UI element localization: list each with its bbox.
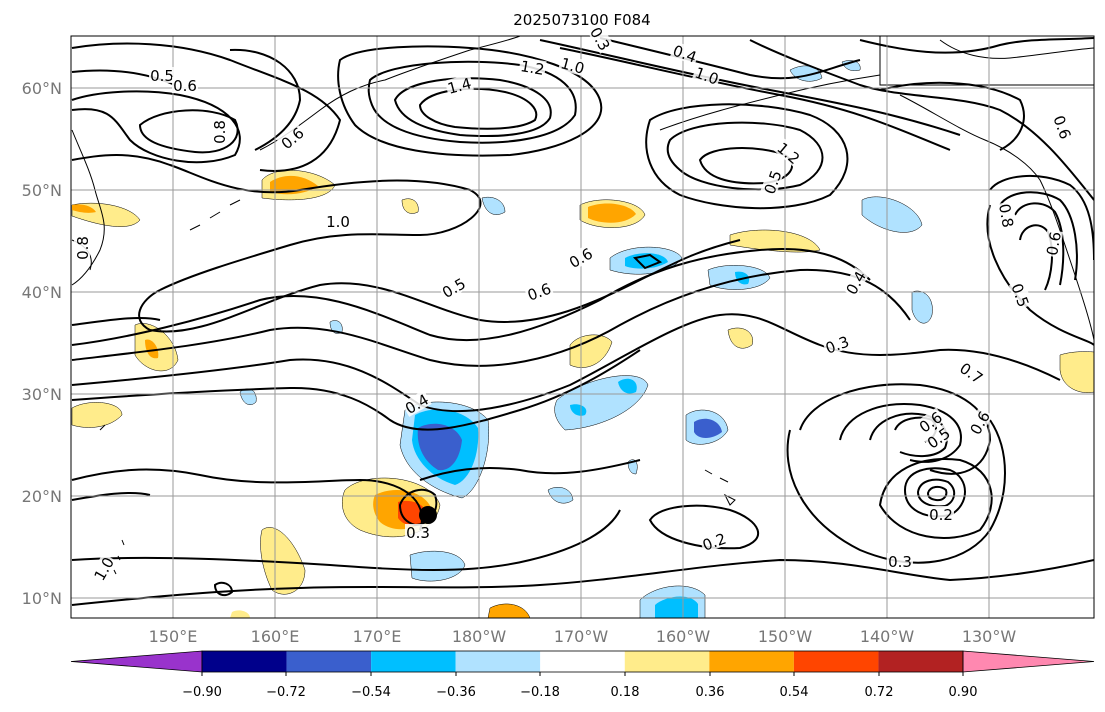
- svg-text:0.4: 0.4: [843, 268, 871, 298]
- colorbar-segment: [202, 651, 287, 672]
- svg-text:1.4: 1.4: [446, 74, 474, 98]
- colorbar-tick-label: −0.90: [182, 685, 222, 700]
- contour-label: 0.5: [1007, 280, 1033, 310]
- contour-label: 0.2: [699, 529, 729, 555]
- latitude-labels: 60°N 50°N 40°N 30°N 20°N 10°N: [22, 79, 62, 608]
- contour-label: 0.6: [1042, 229, 1065, 258]
- colorbar-segment: [540, 651, 625, 672]
- lat-label: 60°N: [22, 79, 62, 98]
- contour-label: 0.5: [438, 273, 469, 303]
- lon-label: 180°W: [452, 627, 507, 646]
- svg-text:1.0: 1.0: [559, 54, 587, 78]
- map-title: 2025073100 F084: [513, 11, 650, 29]
- svg-text:0.8: 0.8: [995, 202, 1017, 229]
- colorbar-tick-label: −0.36: [436, 685, 476, 700]
- colorbar-tick-label: 0.54: [780, 685, 809, 700]
- graticule: [71, 36, 1094, 618]
- lat-label: 40°N: [22, 283, 62, 302]
- lon-label: 150°E: [149, 627, 198, 646]
- colorbar-tick-label: 0.90: [949, 685, 978, 700]
- lon-label: 130°W: [962, 627, 1017, 646]
- lat-label: 50°N: [22, 181, 62, 200]
- contour-label: 0.3: [822, 332, 852, 358]
- colorbar-segment: [624, 651, 710, 672]
- svg-text:0.6: 0.6: [173, 77, 197, 95]
- map-frame: [70, 35, 1095, 619]
- colorbar: [70, 650, 1095, 673]
- contour-label: 1.0: [558, 54, 588, 78]
- lon-label: 150°W: [758, 627, 813, 646]
- colorbar-extend-max: [962, 650, 1095, 673]
- colorbar-extend-min: [70, 650, 203, 673]
- contour-label: 1.0: [325, 213, 351, 231]
- svg-text:0.5: 0.5: [150, 67, 174, 85]
- svg-text:0.8: 0.8: [74, 236, 92, 260]
- contour-label: 0.6: [276, 123, 308, 153]
- contour-label: 0.5: [149, 67, 175, 85]
- contour-label: 0.7: [956, 358, 987, 388]
- contour-label: 0.8: [211, 119, 229, 145]
- contour-label: 0.4: [670, 41, 700, 67]
- colorbar-segment: [878, 651, 963, 672]
- svg-text:0.7: 0.7: [956, 359, 986, 387]
- contour-lines: [71, 37, 1094, 606]
- contour-label: 0.5: [760, 167, 786, 197]
- contour-label: 0.4: [841, 267, 871, 298]
- colorbar-tick-label: −0.72: [266, 685, 306, 700]
- colorbar-segment: [709, 651, 794, 672]
- svg-text:1.0: 1.0: [326, 213, 350, 231]
- contour-label: 0.6: [172, 77, 198, 95]
- svg-text:1.2: 1.2: [519, 57, 546, 79]
- contour-label: 0.6: [565, 243, 596, 273]
- colorbar-segment: [286, 651, 372, 672]
- svg-text:0.6: 0.6: [1043, 230, 1065, 257]
- colorbar-tick-label: 0.36: [696, 685, 725, 700]
- colorbar-tick-labels: −0.90 −0.72 −0.54 −0.36 −0.18 0.18 0.36 0.54 0.7…: [182, 672, 977, 700]
- contour-label: 0.6: [524, 279, 554, 305]
- svg-text:0.2: 0.2: [929, 506, 953, 524]
- contour-label: 1.4: [444, 74, 474, 98]
- contour-label: 0.2: [928, 506, 954, 524]
- contour-label: 0.6: [1049, 112, 1075, 142]
- colorbar-tick-label: −0.54: [351, 685, 391, 700]
- colorbar-segment: [371, 651, 456, 672]
- lon-label: 140°W: [860, 627, 915, 646]
- svg-text:0.6: 0.6: [566, 245, 596, 273]
- lon-label: 170°E: [353, 627, 402, 646]
- storm-center-marker: [419, 506, 437, 524]
- colorbar-segment: [793, 651, 879, 672]
- svg-text:0.8: 0.8: [211, 120, 229, 144]
- longitude-labels: 150°E 160°E 170°E 180°W 170°W 160°W 150°W 140°W…: [149, 627, 1017, 646]
- svg-text:1.2: 1.2: [773, 139, 803, 168]
- colorbar-segment: [455, 651, 541, 672]
- svg-text:0.6: 0.6: [278, 124, 308, 153]
- contour-label: 0.3: [887, 553, 913, 571]
- coastlines: [71, 36, 1094, 575]
- contour-label: 0.3: [405, 524, 431, 542]
- svg-text:0.3: 0.3: [888, 553, 912, 571]
- contour-label: 0.8: [995, 201, 1018, 230]
- lat-label: 20°N: [22, 487, 62, 506]
- colorbar-tick-label: 0.72: [865, 685, 894, 700]
- contour-label: 0.8: [74, 235, 92, 261]
- contour-label: 1.2: [518, 56, 547, 79]
- contour-label: 1.2: [773, 138, 805, 168]
- lon-label: 170°W: [554, 627, 609, 646]
- lon-label: 160°E: [251, 627, 300, 646]
- lat-label: 30°N: [22, 385, 62, 404]
- colorbar-tick-label: −0.18: [520, 685, 560, 700]
- lon-label: 160°W: [656, 627, 711, 646]
- colorbar-tick-label: 0.18: [611, 685, 640, 700]
- svg-text:0.5: 0.5: [439, 275, 469, 303]
- lat-label: 10°N: [22, 589, 62, 608]
- svg-text:0.3: 0.3: [406, 524, 430, 542]
